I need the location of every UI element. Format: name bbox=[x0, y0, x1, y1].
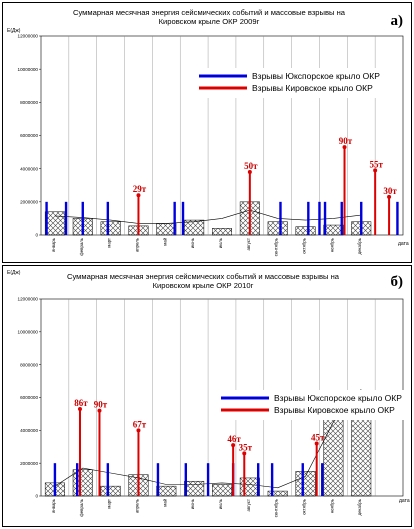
energy-bar bbox=[212, 484, 232, 497]
energy-bar bbox=[184, 480, 205, 497]
legend-box bbox=[196, 68, 396, 98]
chart-svg-2010: Суммарная месячная энергия сейсмических … bbox=[7, 270, 411, 517]
kirov-blast-marker bbox=[242, 451, 247, 456]
y-tick-label: 8000000 bbox=[20, 100, 38, 105]
x-tick-label: июнь bbox=[190, 237, 195, 248]
chart-title-line2: Кировском крыле ОКР 2010г bbox=[153, 281, 254, 290]
plot-area: 0 2000000 4000000 6000000 8000000 10000000 120… bbox=[7, 28, 409, 256]
kirov-blast-label: 46т bbox=[227, 434, 241, 444]
energy-bar bbox=[44, 211, 65, 236]
energy-bar bbox=[267, 490, 288, 497]
x-tick-label: май bbox=[162, 498, 167, 506]
x-tick-label: сентябрь bbox=[274, 237, 279, 256]
y-tick-label: 0 bbox=[35, 494, 38, 499]
y-tick-label: 10000000 bbox=[18, 67, 39, 72]
x-tick-label: май bbox=[162, 237, 167, 245]
energy-bar bbox=[267, 221, 288, 236]
kirov-blast-marker bbox=[342, 145, 347, 150]
kirov-blast-marker bbox=[314, 441, 319, 446]
energy-bar bbox=[100, 221, 121, 236]
y-tick-label: 4000000 bbox=[20, 428, 38, 433]
kirov-blast-label: 50т bbox=[244, 161, 258, 171]
panel-label: а) bbox=[391, 13, 404, 29]
x-tick-label: январь bbox=[51, 498, 56, 513]
legend-box bbox=[218, 390, 411, 420]
kirov-blast-marker bbox=[373, 168, 378, 173]
x-tick-label: декабрь bbox=[357, 498, 362, 515]
chart-svg-2009: Суммарная месячная энергия сейсмических … bbox=[7, 8, 409, 256]
kirov-blast-label: 90т bbox=[339, 136, 353, 146]
panel-label: б) bbox=[391, 274, 404, 290]
kirov-blast-marker bbox=[136, 428, 141, 433]
y-tick-label: 4000000 bbox=[20, 166, 38, 171]
chart-panel-2010: Суммарная месячная энергия сейсмических … bbox=[2, 265, 412, 527]
energy-bar bbox=[100, 485, 121, 497]
kirov-blast-marker bbox=[77, 406, 82, 411]
y-tick-label: 6000000 bbox=[20, 133, 38, 138]
x-tick-label: апрель bbox=[134, 237, 139, 252]
energy-bar bbox=[212, 228, 232, 236]
energy-bar bbox=[156, 485, 177, 497]
kirov-blast-label: 90т bbox=[94, 400, 108, 410]
chart-title-line1: Суммарная месячная энергия сейсмических … bbox=[73, 8, 346, 17]
x-tick-label: февраль bbox=[79, 498, 84, 516]
chart-title-line1: Суммарная месячная энергия сейсмических … bbox=[67, 272, 340, 281]
kirov-blast-marker bbox=[387, 194, 392, 199]
energy-bar bbox=[323, 224, 344, 236]
y-tick-label: 6000000 bbox=[20, 395, 38, 400]
y-tick-label: 10000000 bbox=[18, 329, 39, 334]
x-tick-label: ноябрь bbox=[329, 498, 334, 513]
y-axis-label: Е(Дж) bbox=[7, 270, 21, 276]
energy-bar bbox=[295, 471, 316, 497]
x-axis-label: дата bbox=[398, 241, 409, 247]
kirov-blast-marker bbox=[247, 169, 252, 174]
y-tick-label: 12000000 bbox=[18, 34, 39, 39]
x-tick-label: октябрь bbox=[302, 498, 307, 514]
y-axis-label: Е(Дж) bbox=[7, 28, 21, 34]
y-tick-label: 0 bbox=[35, 233, 38, 238]
kirov-blast-label: 86т bbox=[74, 398, 88, 408]
x-tick-label: ноябрь bbox=[329, 237, 334, 252]
x-tick-label: июль bbox=[218, 498, 223, 509]
y-tick-label: 2000000 bbox=[20, 461, 38, 466]
x-tick-label: август bbox=[246, 238, 251, 250]
y-tick-label: 2000000 bbox=[20, 199, 38, 204]
x-tick-label: март bbox=[107, 238, 112, 248]
x-tick-label: сентябрь bbox=[274, 498, 279, 517]
kirov-blast-marker bbox=[231, 443, 236, 448]
energy-bar bbox=[72, 469, 93, 497]
x-tick-label: февраль bbox=[79, 237, 84, 255]
x-tick-label: октябрь bbox=[302, 237, 307, 253]
x-tick-label: июнь bbox=[190, 498, 195, 509]
x-tick-label: август bbox=[246, 499, 251, 511]
y-tick-label: 8000000 bbox=[20, 362, 38, 367]
kirov-blast-marker bbox=[136, 193, 141, 198]
legend-label-south: Взрывы Юкспорское крыло ОКР bbox=[274, 393, 402, 403]
chart-panel-2009: Суммарная месячная энергия сейсмических … bbox=[2, 2, 412, 263]
energy-bar bbox=[239, 477, 260, 497]
plot-area: 0 2000000 4000000 6000000 8000000 10000000 120… bbox=[7, 270, 411, 517]
energy-bar bbox=[156, 223, 177, 236]
x-tick-label: март bbox=[107, 499, 112, 509]
energy-bar bbox=[295, 226, 316, 236]
chart-title-line2: Кировском крыле ОКР 2009г bbox=[159, 17, 260, 26]
kirov-blast-label: 55т bbox=[369, 159, 383, 169]
x-tick-label: июль bbox=[218, 237, 223, 248]
x-axis-label: дата bbox=[399, 498, 410, 504]
legend-label-kirov: Взрывы Кировское крыло ОКР bbox=[252, 83, 373, 93]
trend-line bbox=[54, 209, 362, 224]
legend-label-kirov: Взрывы Кировское крыло ОКР bbox=[274, 405, 395, 415]
x-tick-label: апрель bbox=[134, 498, 139, 513]
legend-label-south: Взрывы Юкспорское крыло ОКР bbox=[252, 71, 380, 81]
x-tick-label: январь bbox=[51, 237, 56, 252]
kirov-blast-label: 67т bbox=[133, 419, 147, 429]
kirov-blast-label: 35т bbox=[239, 442, 253, 452]
x-tick-label: декабрь bbox=[357, 237, 362, 254]
kirov-blast-label: 45т bbox=[311, 432, 325, 442]
kirov-blast-marker bbox=[97, 408, 102, 413]
kirov-blast-label: 30т bbox=[383, 186, 397, 196]
y-tick-label: 12000000 bbox=[18, 297, 39, 302]
energy-bar bbox=[184, 219, 205, 236]
kirov-blast-label: 29т bbox=[133, 184, 147, 194]
